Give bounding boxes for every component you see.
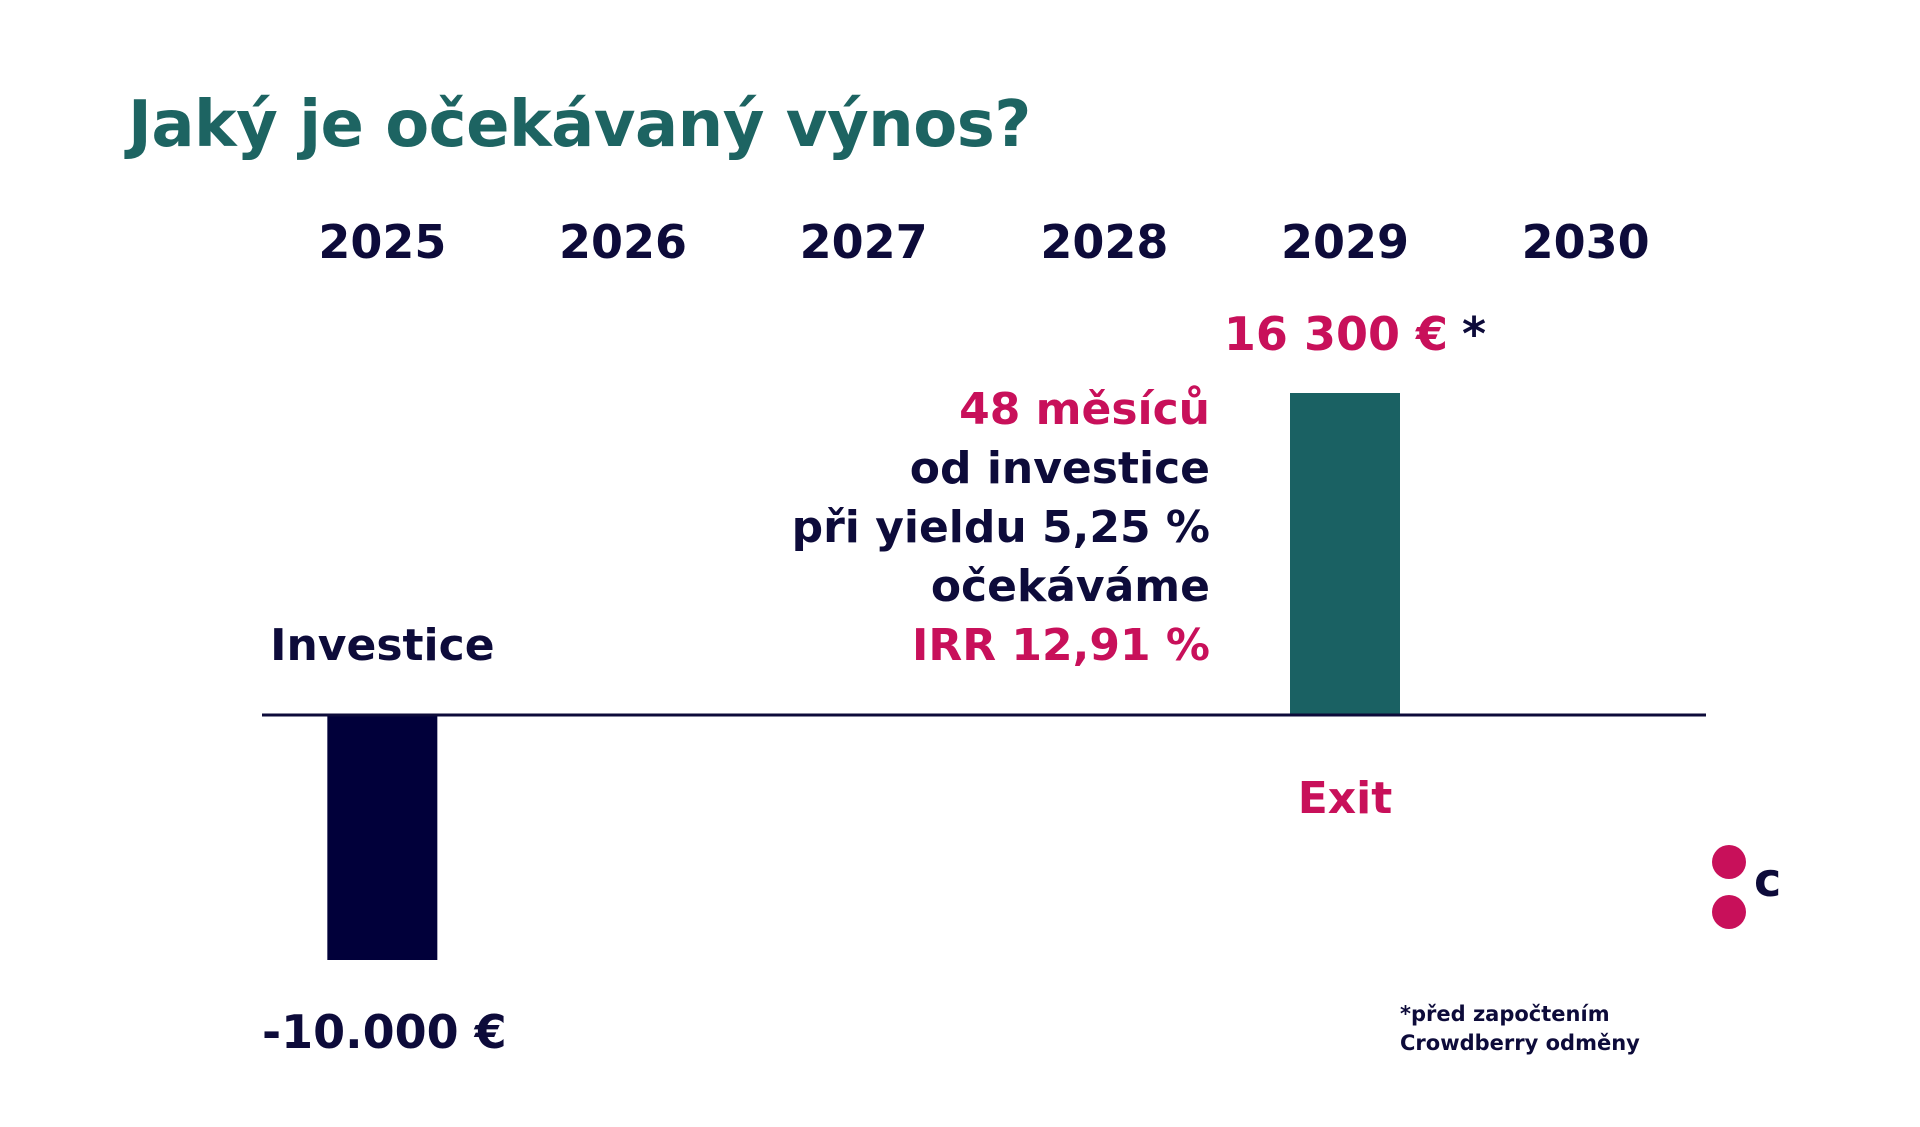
value-label-exit-asterisk: * [1462,307,1486,361]
bar-2029 [1290,393,1400,715]
year-label-2029: 2029 [1281,215,1409,269]
annotation-irr: IRR 12,91 % [911,620,1210,671]
logo-dot-bottom [1712,895,1746,929]
value-label-exit: 16 300 € * [1224,307,1486,361]
bar-2025 [327,715,438,960]
value-label-investment: -10.000 € [262,1005,507,1059]
annotation-yield: při yieldu 5,25 % [791,502,1210,553]
logo-dot-top [1712,845,1746,879]
bars [327,393,1400,960]
year-label-2026: 2026 [559,215,687,269]
bar-labels: Investice -10.000 € 16 300 € * Exit [262,307,1486,1059]
crowdberry-logo-icon: c [1712,845,1802,935]
year-label-2027: 2027 [800,215,928,269]
annotation-expect: očekáváme [930,561,1210,612]
logo-letter: c [1754,853,1782,907]
footnote: *před započtením Crowdberry odměny [1400,1000,1640,1058]
irr-annotation: 48 měsíců od investice při yieldu 5,25 %… [792,380,1210,675]
year-axis-labels: 2025 2026 2027 2028 2029 2030 [318,215,1649,269]
footnote-line-2: Crowdberry odměny [1400,1031,1640,1055]
bar-label-exit: Exit [1298,773,1393,824]
annotation-from-investment: od investice [909,443,1210,494]
annotation-months: 48 měsíců [959,384,1210,435]
year-label-2028: 2028 [1040,215,1168,269]
footnote-line-1: *před započtením [1400,1002,1610,1026]
page-title: Jaký je očekávaný výnos? [128,88,1031,162]
year-label-2025: 2025 [318,215,446,269]
year-label-2030: 2030 [1522,215,1650,269]
bar-label-investice: Investice [270,620,494,671]
